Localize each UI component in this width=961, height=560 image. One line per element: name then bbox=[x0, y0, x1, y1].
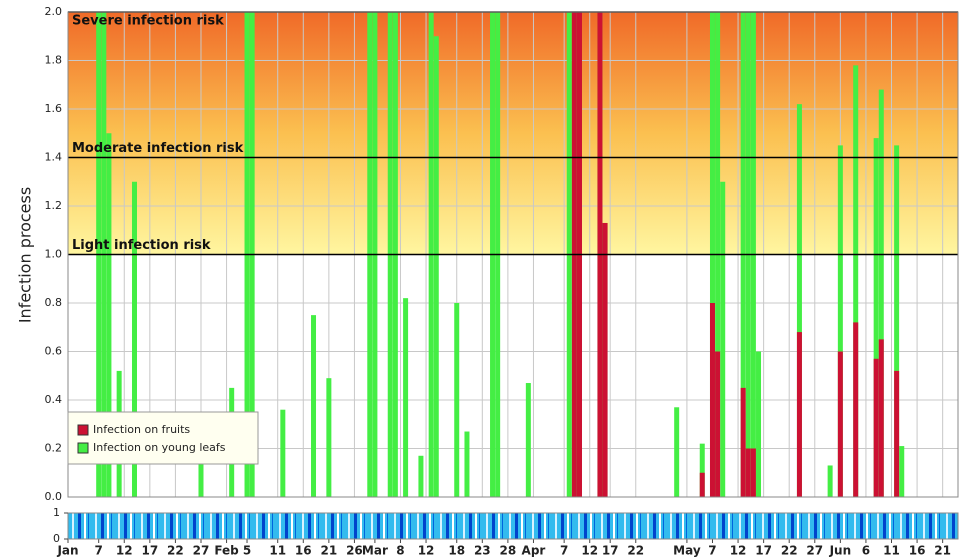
x-tick-label: 7 bbox=[95, 544, 103, 558]
x-tick-label: 22 bbox=[781, 544, 798, 558]
bar bbox=[131, 181, 137, 497]
bar bbox=[878, 339, 884, 497]
y-tick-label: 1.4 bbox=[45, 151, 63, 164]
bar bbox=[745, 448, 751, 497]
bar bbox=[326, 378, 332, 497]
bar bbox=[699, 472, 705, 497]
x-tick-label: 11 bbox=[883, 544, 900, 558]
wetness-strip bbox=[67, 512, 959, 540]
x-tick-label: 21 bbox=[934, 544, 951, 558]
bar bbox=[454, 303, 460, 497]
bar bbox=[894, 370, 900, 497]
legend-swatch bbox=[77, 442, 89, 454]
zone-label: Severe infection risk bbox=[72, 14, 224, 29]
x-tick-label: 26 bbox=[346, 544, 363, 558]
x-tick-label: Jun bbox=[829, 544, 852, 558]
y-axis-label: Infection process bbox=[16, 187, 35, 323]
x-tick-label: 27 bbox=[193, 544, 210, 558]
x-tick-label: 12 bbox=[116, 544, 133, 558]
zone-label: Light infection risk bbox=[72, 238, 211, 253]
bar bbox=[756, 351, 762, 497]
x-tick-label: Jan bbox=[56, 544, 78, 558]
x-tick-label: Mar bbox=[362, 544, 388, 558]
x-tick-label: 6 bbox=[862, 544, 870, 558]
x-tick-label: 23 bbox=[474, 544, 491, 558]
y-tick-label: 0.0 bbox=[45, 490, 63, 503]
x-tick-label: 18 bbox=[448, 544, 465, 558]
bar bbox=[311, 315, 317, 497]
x-tick-label: 7 bbox=[708, 544, 716, 558]
x-tick-label: 11 bbox=[269, 544, 286, 558]
y-tick-label: 0.8 bbox=[45, 296, 63, 309]
legend-swatch bbox=[77, 424, 89, 436]
bar bbox=[198, 448, 204, 497]
x-tick-label: 12 bbox=[581, 544, 598, 558]
bar bbox=[280, 409, 286, 497]
bar bbox=[853, 65, 859, 497]
bar bbox=[740, 387, 746, 497]
x-tick-label: 5 bbox=[243, 544, 251, 558]
y-tick-label: 0.4 bbox=[45, 393, 63, 406]
x-tick-label: 16 bbox=[295, 544, 312, 558]
bar bbox=[873, 358, 879, 497]
bar bbox=[796, 332, 802, 497]
y-tick-label: 0.2 bbox=[45, 442, 63, 455]
risk-area bbox=[68, 12, 958, 255]
bar bbox=[674, 407, 680, 497]
bar bbox=[878, 89, 884, 497]
bar bbox=[796, 104, 802, 498]
bar bbox=[602, 222, 608, 497]
y-tick-label: 2.0 bbox=[45, 5, 63, 18]
bar bbox=[720, 181, 726, 497]
bar bbox=[433, 36, 439, 497]
bar bbox=[715, 351, 721, 497]
legend-label: Infection on fruits bbox=[93, 423, 190, 436]
legend: Infection on fruits Infection on young le… bbox=[67, 411, 259, 465]
plot-border bbox=[67, 11, 959, 498]
y-tick-label: 1.0 bbox=[45, 248, 63, 261]
x-tick-label: 27 bbox=[806, 544, 823, 558]
x-tick-label: 22 bbox=[167, 544, 184, 558]
bar bbox=[837, 145, 843, 497]
x-tick-label: 12 bbox=[418, 544, 435, 558]
strip-tick-label: 0 bbox=[53, 532, 60, 545]
x-tick-label: 16 bbox=[909, 544, 926, 558]
x-tick-label: 17 bbox=[755, 544, 772, 558]
bar bbox=[750, 448, 756, 497]
bar bbox=[709, 303, 715, 497]
bar bbox=[525, 383, 531, 497]
y-tick-label: 1.8 bbox=[45, 54, 63, 67]
x-tick-label: 22 bbox=[627, 544, 644, 558]
x-tick-label: 17 bbox=[602, 544, 619, 558]
bar bbox=[899, 446, 905, 497]
bar bbox=[106, 133, 112, 497]
bar bbox=[464, 431, 470, 497]
legend-box bbox=[67, 411, 259, 465]
x-tick-label: Feb bbox=[214, 544, 239, 558]
y-tick-label: 0.6 bbox=[45, 345, 63, 358]
x-tick-label: 7 bbox=[560, 544, 568, 558]
y-tick-label: 1.2 bbox=[45, 199, 63, 212]
zone-label: Moderate infection risk bbox=[72, 141, 244, 156]
bar bbox=[837, 351, 843, 497]
bar bbox=[418, 455, 424, 497]
x-tick-label: 12 bbox=[730, 544, 747, 558]
x-tick-label: Apr bbox=[522, 544, 546, 558]
strip-tick-label: 1 bbox=[53, 506, 60, 519]
bar bbox=[827, 465, 833, 497]
bar bbox=[403, 298, 409, 497]
x-tick-label: 21 bbox=[321, 544, 338, 558]
x-tick-label: 28 bbox=[500, 544, 517, 558]
bar bbox=[873, 138, 879, 497]
x-tick-label: May bbox=[673, 544, 701, 558]
bar bbox=[894, 145, 900, 497]
x-tick-label: 8 bbox=[396, 544, 404, 558]
x-tick-label: 17 bbox=[141, 544, 158, 558]
bar bbox=[699, 443, 705, 497]
y-tick-label: 1.6 bbox=[45, 102, 63, 115]
legend-label: Infection on young leafs bbox=[93, 441, 226, 454]
bar bbox=[853, 322, 859, 497]
